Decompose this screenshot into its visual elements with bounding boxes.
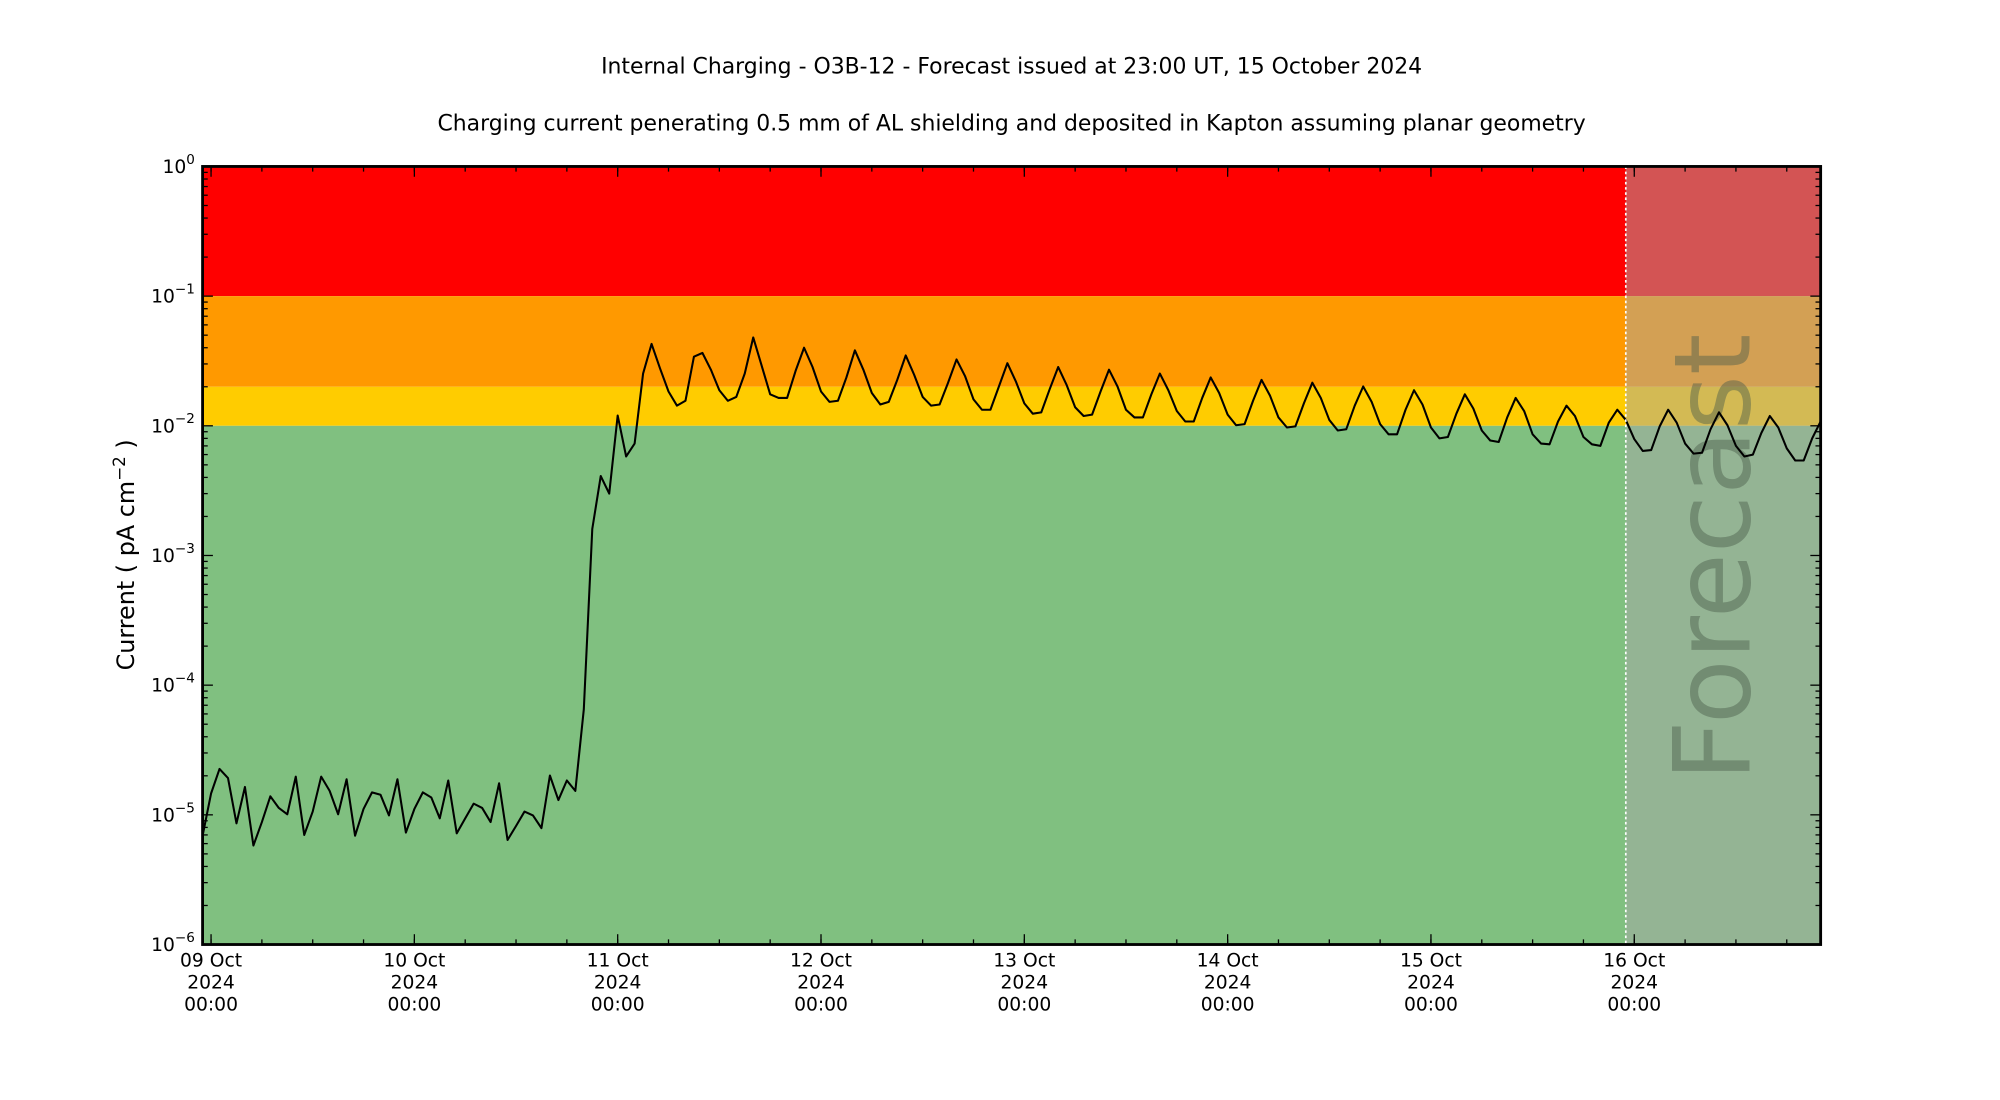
y-axis-label-text: Current ( pA cm [112, 481, 140, 671]
x-tick-label-line1: 16 Oct [1603, 950, 1665, 971]
y-tick-base: 10 [151, 676, 175, 697]
risk-band-3 [202, 425, 1821, 945]
y-axis-label-end: ) [112, 439, 140, 456]
x-tick-label-line3: 00:00 [997, 994, 1051, 1015]
y-tick-label: 10−1 [151, 282, 195, 308]
x-tick-label-line3: 00:00 [1607, 994, 1661, 1015]
x-tick-label-line1: 11 Oct [587, 950, 649, 971]
x-tick-label-line2: 2024 [1001, 972, 1049, 993]
x-tick-label-line2: 2024 [391, 972, 439, 993]
y-tick-exponent: −1 [175, 282, 195, 298]
y-tick-base: 10 [151, 287, 175, 308]
x-tick-label-line1: 15 Oct [1400, 950, 1462, 971]
x-tick-label-line3: 00:00 [184, 994, 238, 1015]
x-tick-label-line1: 14 Oct [1197, 950, 1259, 971]
y-tick-base: 10 [151, 805, 175, 826]
x-tick-label-line1: 13 Oct [993, 950, 1055, 971]
y-tick-exponent: −6 [175, 930, 195, 946]
y-tick-base: 10 [162, 157, 186, 178]
x-tick-label-line3: 00:00 [387, 994, 441, 1015]
y-tick-exponent: −3 [175, 541, 195, 557]
y-axis-label: Current ( pA cm−2 ) [109, 439, 140, 670]
x-tick-label-line2: 2024 [187, 972, 235, 993]
x-tick-label-line2: 2024 [1204, 972, 1252, 993]
x-tick-label-line2: 2024 [797, 972, 845, 993]
risk-bands [202, 166, 1821, 945]
y-tick-label: 10−2 [151, 411, 195, 437]
forecast-region [1625, 166, 1821, 945]
y-tick-label: 10−4 [151, 671, 195, 697]
forecast-label: Forecast [1652, 334, 1775, 782]
y-tick-base: 10 [151, 416, 175, 437]
y-tick-exponent: −2 [175, 411, 195, 427]
x-tick-label-line1: 12 Oct [790, 950, 852, 971]
x-tick-label-line1: 10 Oct [383, 950, 445, 971]
y-tick-exponent: −4 [175, 671, 195, 687]
forecast-overlay [1625, 166, 1821, 945]
plot-frame [201, 165, 1823, 946]
series-line [201, 336, 1822, 847]
y-tick-exponent: 0 [186, 152, 195, 168]
y-tick-label: 10−5 [151, 800, 195, 826]
risk-band-0 [202, 166, 1821, 297]
y-tick-label: 100 [162, 152, 194, 178]
y-axis-label-exp: −2 [109, 456, 129, 481]
y-tick-base: 10 [151, 546, 175, 567]
x-tick-label-line3: 00:00 [794, 994, 848, 1015]
x-tick-label-line3: 00:00 [591, 994, 645, 1015]
x-tick-label-line3: 00:00 [1404, 994, 1458, 1015]
x-tick-label-line1: 09 Oct [180, 950, 242, 971]
x-tick-label-line2: 2024 [594, 972, 642, 993]
y-tick-exponent: −5 [175, 800, 195, 816]
y-tick-base: 10 [151, 935, 175, 956]
chart-title: Internal Charging - O3B-12 - Forecast is… [601, 55, 1422, 80]
chart-subtitle: Charging current penerating 0.5 mm of AL… [437, 111, 1585, 136]
y-tick-label: 10−6 [151, 930, 195, 956]
x-tick-label-line3: 00:00 [1201, 994, 1255, 1015]
x-tick-label-line2: 2024 [1407, 972, 1455, 993]
risk-band-2 [202, 386, 1821, 426]
y-tick-label: 10−3 [151, 541, 195, 567]
x-tick-label-line2: 2024 [1610, 972, 1658, 993]
